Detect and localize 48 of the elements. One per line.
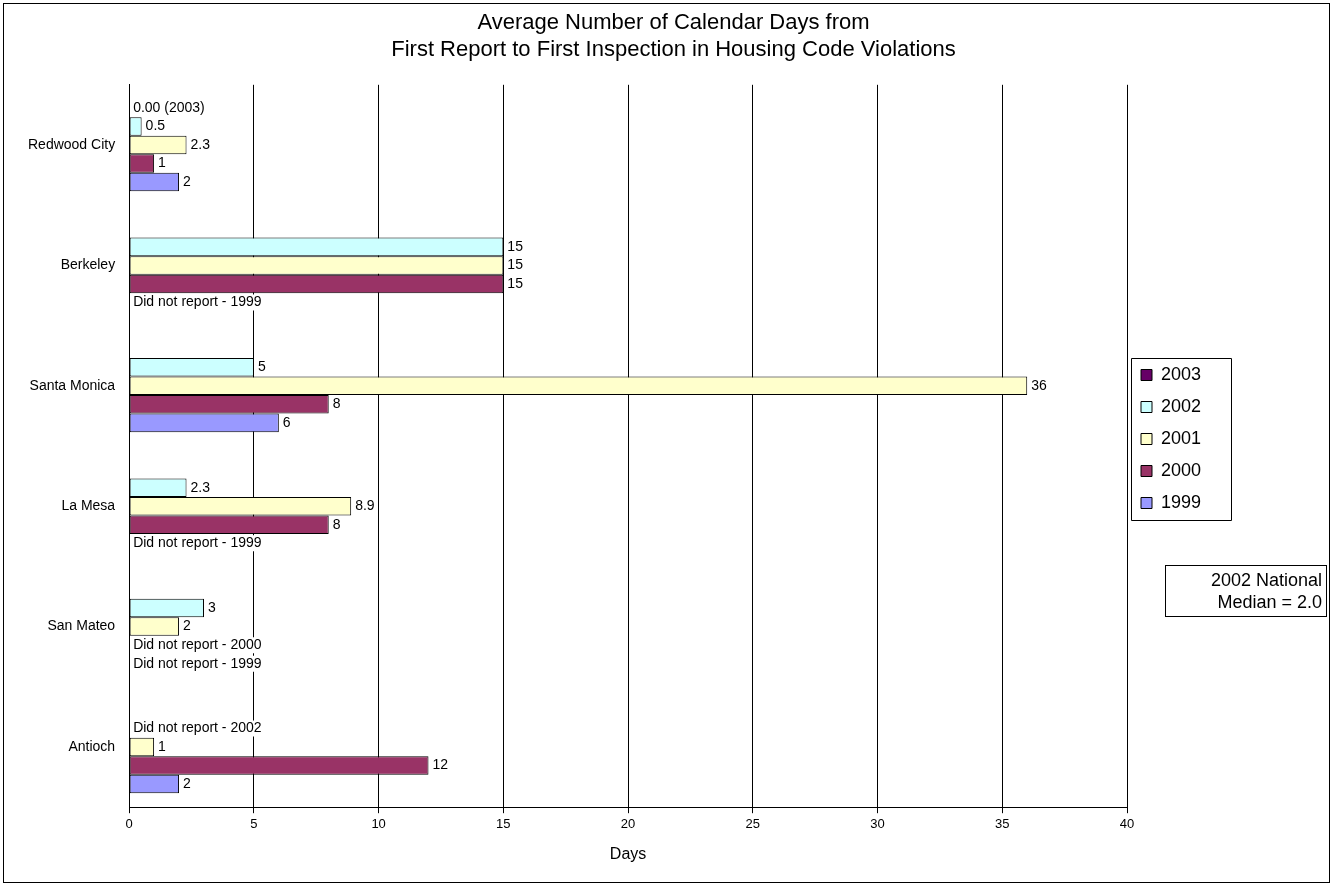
data-label: 8 bbox=[332, 515, 341, 532]
data-label: 15 bbox=[507, 274, 524, 291]
legend-label: 2003 bbox=[1161, 363, 1202, 384]
data-label: 2 bbox=[183, 617, 192, 634]
data-label: 36 bbox=[1031, 376, 1047, 393]
data-label: 12 bbox=[432, 756, 449, 773]
y-tick-label: La Mesa bbox=[61, 497, 116, 514]
x-tick-label: 15 bbox=[496, 815, 511, 831]
data-label: 2.3 bbox=[190, 478, 211, 495]
y-tick-label: Berkeley bbox=[60, 256, 116, 273]
text: Did not report - 1999 bbox=[133, 293, 262, 310]
data-label: 2.3 bbox=[190, 135, 211, 152]
data-label: 8.9 bbox=[355, 497, 375, 514]
data-label: 3 bbox=[207, 598, 216, 615]
y-tick-label: Antioch bbox=[68, 737, 116, 754]
legend-label: 2001 bbox=[1161, 427, 1202, 448]
legend-label: 2002 bbox=[1161, 395, 1202, 416]
text: Did not report - 1999 bbox=[133, 654, 262, 671]
text: 2002 National Median = 2.0 bbox=[1209, 569, 1322, 613]
y-tick-label: Redwood City bbox=[28, 135, 116, 152]
y-tick-label: San Mateo bbox=[47, 617, 116, 634]
data-label: 6 bbox=[282, 413, 291, 430]
data-label: 1 bbox=[158, 154, 167, 171]
y-tick-label: Santa Monica bbox=[29, 376, 116, 393]
data-label: 8 bbox=[332, 395, 341, 412]
x-tick-label: 5 bbox=[250, 815, 258, 831]
data-label: 15 bbox=[507, 256, 524, 273]
text: Did not report - 2002 bbox=[133, 719, 262, 736]
x-axis-title: Days bbox=[609, 844, 647, 862]
text: Did not report - 1999 bbox=[133, 534, 262, 551]
data-label: 0.5 bbox=[145, 117, 166, 134]
data-label: 15 bbox=[507, 237, 524, 254]
x-tick-label: 25 bbox=[745, 815, 761, 831]
data-label: 2 bbox=[183, 172, 192, 189]
annotation: 0.00 (2003) bbox=[133, 98, 205, 115]
x-tick-label: 20 bbox=[620, 815, 636, 831]
data-label: 1 bbox=[158, 737, 167, 754]
legend-label: 1999 bbox=[1161, 491, 1202, 512]
x-tick-label: 35 bbox=[995, 815, 1010, 831]
data-label: 5 bbox=[257, 358, 266, 375]
text: Did not report - 2000 bbox=[133, 636, 262, 652]
x-tick-label: 40 bbox=[1119, 815, 1135, 831]
data-label: 2 bbox=[183, 774, 192, 791]
chart-title: Average Number of Calendar Days from First Report to First Inspection in Housing Code Violations bbox=[391, 9, 956, 61]
x-tick-label: 30 bbox=[870, 815, 885, 831]
x-tick-label: 10 bbox=[371, 815, 386, 831]
legend-label: 2000 bbox=[1161, 459, 1202, 480]
x-tick-label: 0 bbox=[125, 815, 133, 831]
